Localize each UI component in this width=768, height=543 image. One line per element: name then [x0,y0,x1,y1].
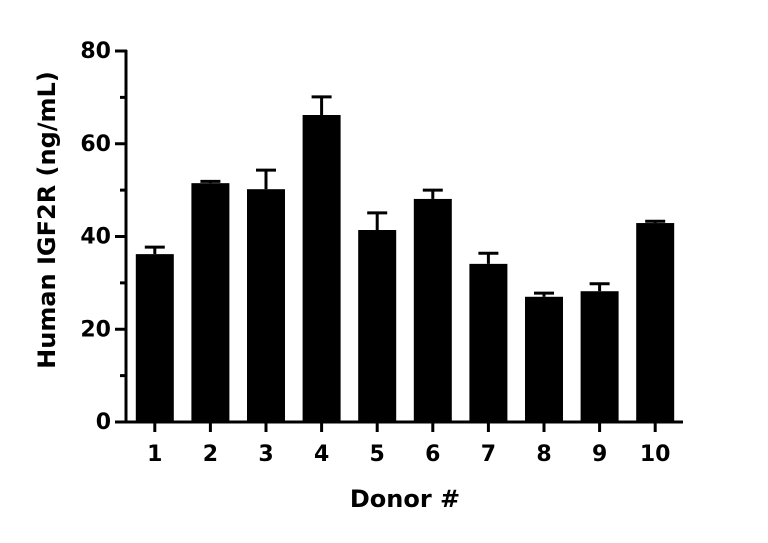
bar [191,183,230,422]
y-axis-label: Human IGF2R (ng/mL) [33,71,61,369]
bar [525,296,563,422]
y-tick-label: 40 [80,225,111,250]
bar [302,114,341,422]
x-tick-label: 5 [370,442,385,467]
x-axis-label: Donor # [350,485,460,513]
bar [247,189,285,422]
x-tick-label: 1 [147,442,162,467]
bar [636,223,675,422]
y-tick-label: 80 [80,39,111,64]
y-tick-label: 20 [80,317,111,342]
x-tick-label: 2 [203,442,218,467]
x-tick-label: 7 [481,442,496,467]
x-tick-label: 10 [640,442,671,467]
x-tick-label: 8 [536,442,551,467]
x-tick-label: 3 [258,442,273,467]
bar [580,291,619,422]
x-tick-label: 6 [425,442,440,467]
x-tick-label: 4 [314,442,329,467]
bar [469,263,508,422]
y-tick-label: 0 [96,410,111,435]
bar [413,198,452,422]
bar [135,254,174,422]
x-tick-label: 9 [592,442,607,467]
y-tick-label: 60 [80,132,111,157]
bar [358,230,397,422]
